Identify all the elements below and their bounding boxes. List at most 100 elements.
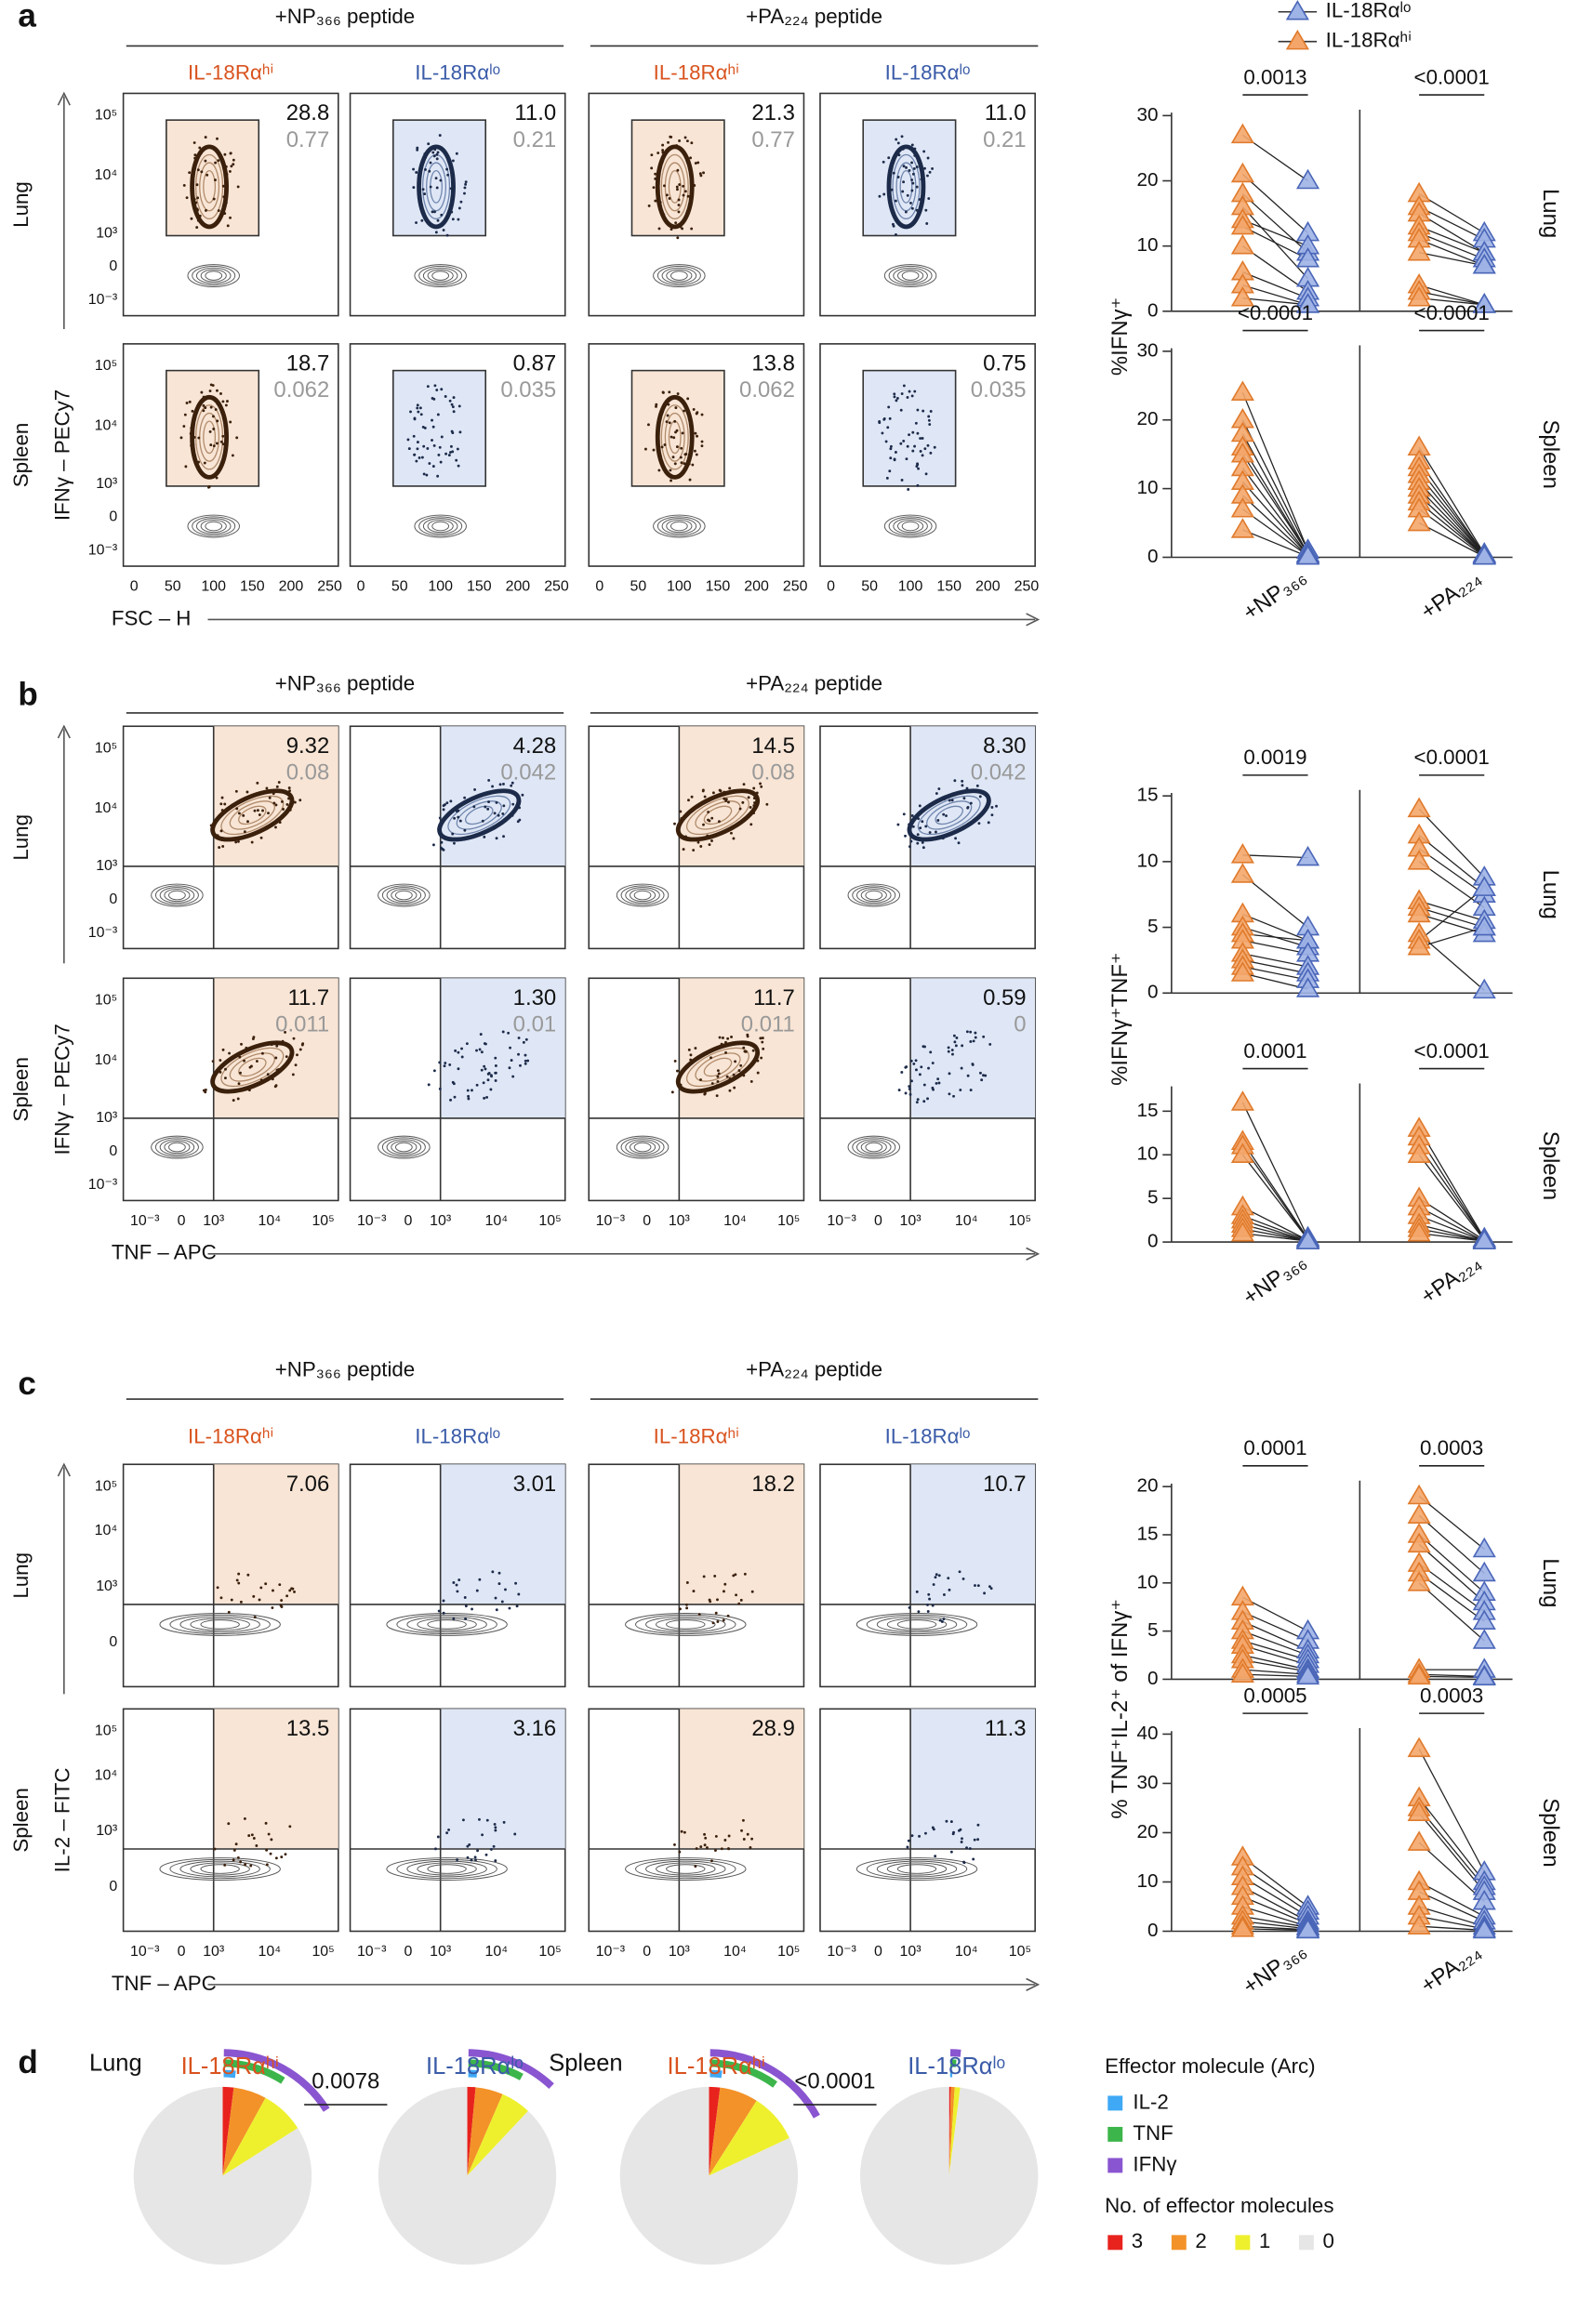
event-dot [911,819,914,823]
y-tick-label: 10⁵ [95,740,117,756]
contour [151,1135,204,1159]
event-dot [741,1818,745,1822]
frequency-control: 0.011 [275,1012,329,1037]
contour [381,885,426,905]
triangle-point [1295,1229,1320,1249]
pair-line [1242,1640,1308,1661]
y-tick-label: 0 [109,1879,117,1895]
event-dot [444,452,448,456]
event-dot [962,1861,966,1865]
pair-line [1418,481,1485,556]
event-dot [917,817,921,821]
event-dot [714,1834,718,1838]
row-label: Lung [9,181,33,228]
event-dot [700,444,704,448]
event-dot [919,437,922,440]
event-dot [431,439,433,442]
y-tick-label: 10³ [96,858,117,874]
event-dot [927,415,931,418]
pair-line [1418,522,1485,558]
event-dot [413,417,417,421]
x-tick-label: 200 [279,579,304,595]
event-dot [511,1075,515,1078]
event-dot [982,1074,985,1077]
legend-label: IL-18Rαʰⁱ [1326,29,1412,52]
event-dot [690,795,694,799]
event-dot [936,1077,940,1081]
event-dot [418,456,421,459]
event-dot [511,802,515,806]
event-dot [878,194,882,198]
event-dot [458,819,462,823]
event-dot [734,1573,737,1577]
triangle-point [1407,1142,1431,1164]
event-dot [901,190,905,193]
event-dot [277,781,281,784]
y-tick-label: 10⁻³ [88,543,117,559]
event-dot [917,467,920,470]
event-dot [726,1614,730,1618]
event-dot [743,1572,747,1576]
contour [860,1141,887,1155]
event-dot [483,835,486,838]
event-dot [427,1083,431,1087]
event-dot [271,1606,274,1609]
event-dot [478,1817,481,1821]
event-dot [234,840,238,844]
row-label: Spleen [9,1057,33,1121]
event-dot [406,438,410,442]
event-dot [675,185,679,189]
contour [855,1857,978,1881]
event-dot [434,177,438,180]
event-dot [749,1846,752,1849]
event-dot [442,1611,445,1615]
contour [664,162,685,212]
event-dot [418,406,422,410]
event-dot [677,210,681,214]
x-tick-label: 10⁵ [777,1944,800,1960]
event-dot [259,791,263,795]
event-dot [224,1067,227,1071]
contour [154,1137,199,1157]
event-dot [464,180,468,184]
contour [169,1858,271,1880]
event-dot [696,805,699,809]
pair-line [1242,1915,1308,1928]
event-dot [976,1838,980,1842]
x-tick-label: 10⁻³ [596,1944,625,1960]
event-dot [975,784,979,787]
event-dot [209,405,213,409]
event-dot [762,1047,765,1050]
event-dot [678,139,682,142]
event-dot [933,445,936,449]
event-dot [227,1822,231,1826]
event-dot [220,796,224,799]
event-dot [721,1037,724,1039]
event-dot [716,1079,720,1083]
pair-line [1242,219,1308,247]
event-dot [717,1072,721,1076]
y-tick-label: 10⁵ [95,358,117,374]
event-dot [888,469,892,473]
event-dot [922,1083,926,1087]
event-dot [966,1074,970,1077]
event-dot [215,476,219,480]
contour [203,170,217,204]
contour [417,1618,477,1631]
x-tick-label: 10³ [203,1213,224,1229]
legend-symbol [1285,29,1309,50]
event-dot [915,1590,919,1593]
event-dot [681,227,684,231]
event-dot [416,406,419,410]
event-dot [902,180,906,184]
event-dot [760,1056,763,1060]
event-dot [258,1598,261,1602]
contour [653,264,706,287]
pair-line [1242,1669,1308,1675]
event-dot [219,1059,222,1062]
x-tick-label: 200 [975,579,1001,595]
x-tick-label: 150 [240,579,265,595]
x-tick-label: 10⁻³ [827,1213,855,1229]
event-dot [887,405,891,409]
event-dot [518,806,521,810]
